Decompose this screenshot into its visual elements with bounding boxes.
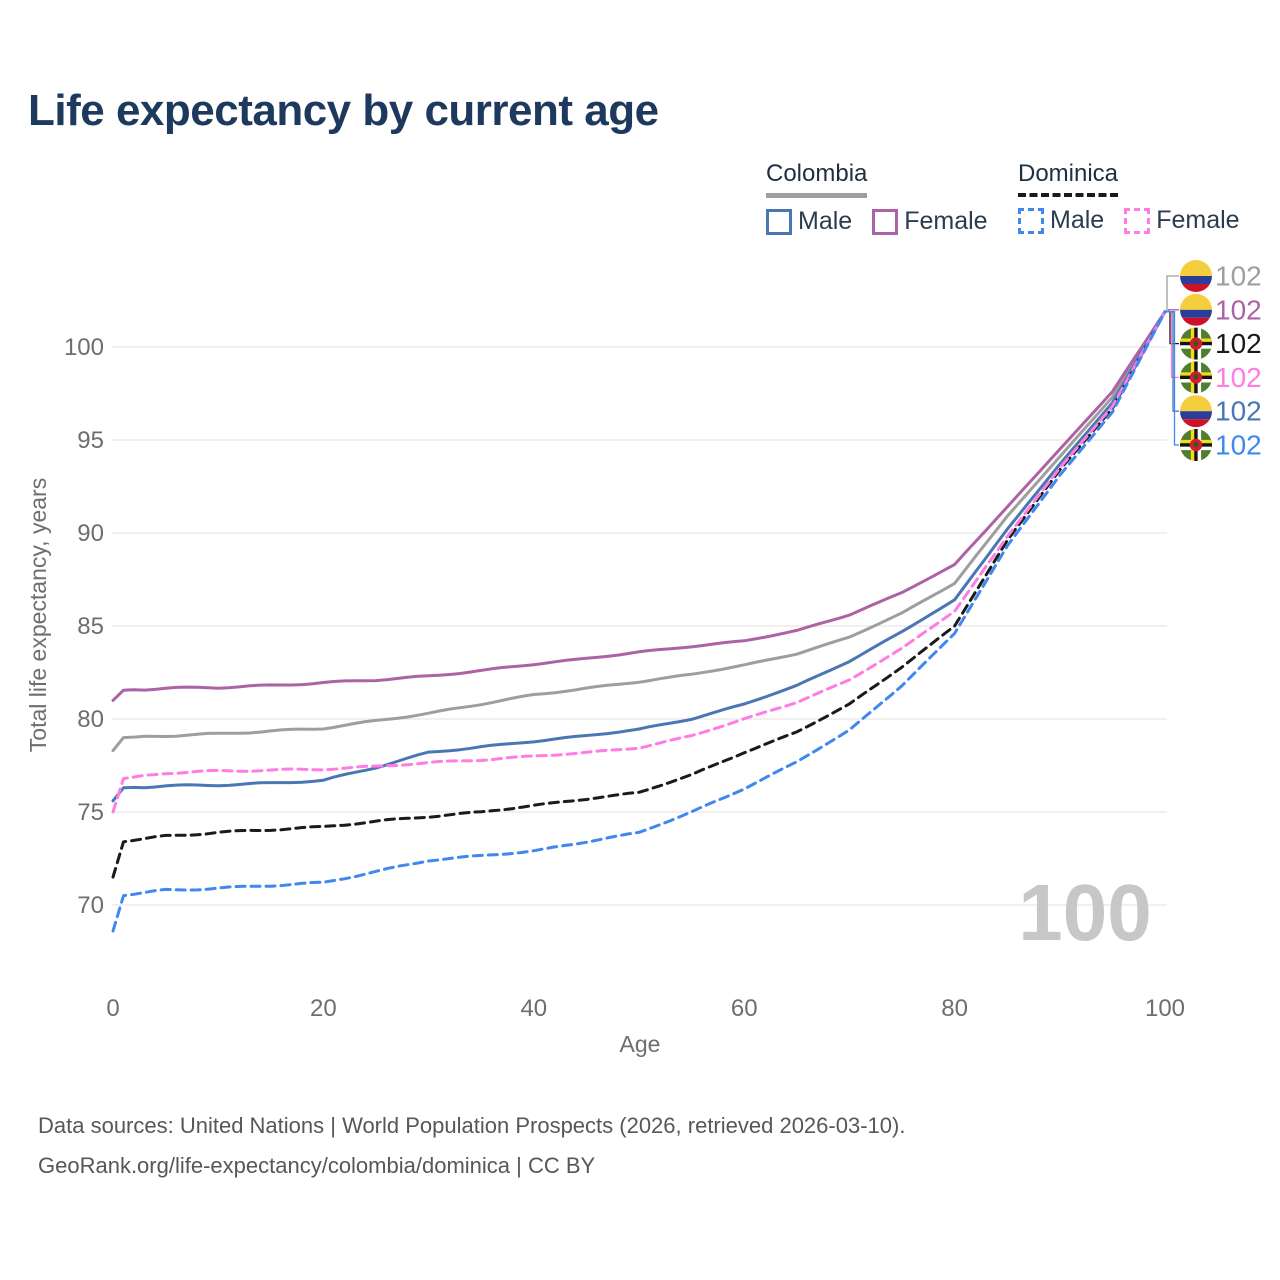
y-tick-85: 85: [77, 613, 104, 640]
series-line-dominica-female: [111, 310, 1167, 814]
x-tick-20: 20: [310, 995, 337, 1022]
legend-dominica-title[interactable]: Dominica: [1018, 160, 1119, 197]
end-label-connector: [1165, 311, 1179, 446]
x-tick-labels: 0 20 40 60 80 100: [106, 995, 1185, 1022]
colombia-flag-icon: [1180, 260, 1212, 292]
end-label-connector: [1165, 275, 1179, 313]
y-tick-100: 100: [64, 334, 104, 361]
end-label-row-colombia: 102: [1180, 260, 1262, 292]
legend-label-dominica-male: Male: [1050, 206, 1105, 234]
legend-label-dominica-female: Female: [1156, 206, 1240, 234]
dominica-flag-icon: [1180, 327, 1212, 360]
y-tick-75: 75: [77, 799, 104, 826]
x-tick-80: 80: [941, 995, 968, 1022]
colombia-male-swatch-icon: [766, 208, 792, 235]
legend-label-colombia-male: Male: [798, 207, 853, 235]
legend-group-colombia: Colombia Male Female: [766, 160, 1008, 236]
legend-colombia-title[interactable]: Colombia: [766, 160, 868, 198]
legend-colombia-row: Male Female: [766, 207, 1008, 236]
y-tick-labels: 70 75 80 85 90 95 100: [64, 334, 104, 919]
series-line-dominica: [111, 310, 1167, 879]
dominica-flag-icon: [1180, 429, 1212, 461]
end-label-value: 102: [1215, 430, 1262, 461]
colombia-flag-icon: [1180, 293, 1212, 326]
y-tick-80: 80: [77, 706, 104, 733]
end-label-row-dominica-female: 102: [1180, 361, 1262, 394]
series-line-dominica-male: [111, 310, 1167, 933]
end-label-row-colombia-male: 102: [1180, 395, 1262, 428]
y-tick-70: 70: [77, 892, 104, 919]
end-label-row-dominica: 102: [1180, 327, 1262, 360]
legend-item-colombia-female[interactable]: Female: [872, 207, 988, 236]
gridlines: [112, 346, 1167, 906]
end-label-connector: [1165, 311, 1179, 379]
end-label-value: 102: [1215, 261, 1262, 292]
watermark-text: 100: [1018, 868, 1151, 957]
end-label-value: 102: [1215, 362, 1262, 393]
series-lines: [111, 310, 1167, 933]
footer: Data sources: United Nations | World Pop…: [38, 1106, 905, 1186]
x-tick-40: 40: [520, 995, 547, 1022]
footer-attribution: GeoRank.org/life-expectancy/colombia/dom…: [38, 1153, 596, 1178]
end-label-value: 102: [1215, 328, 1262, 359]
legend-dominica-row: Male Female: [1018, 206, 1260, 235]
y-axis-title: Total life expectancy, years: [25, 478, 51, 752]
colombia-flag-icon: [1180, 395, 1212, 428]
y-tick-95: 95: [77, 427, 104, 454]
legend-label-colombia-female: Female: [904, 207, 988, 235]
legend-item-dominica-female[interactable]: Female: [1124, 206, 1240, 235]
end-label-connectors: [1165, 275, 1179, 446]
end-label-value: 102: [1215, 294, 1262, 325]
x-tick-60: 60: [731, 995, 758, 1022]
dominica-male-swatch-icon: [1018, 207, 1044, 234]
dominica-female-swatch-icon: [1124, 207, 1151, 234]
legend-item-dominica-male[interactable]: Male: [1018, 206, 1104, 235]
colombia-female-swatch-icon: [872, 208, 899, 235]
footer-data-sources: Data sources: United Nations | World Pop…: [38, 1113, 906, 1138]
x-axis-title: Age: [620, 1031, 661, 1057]
legend-group-dominica: Dominica Male Female: [1018, 160, 1260, 235]
series-line-colombia-male: [111, 310, 1167, 803]
y-tick-90: 90: [77, 520, 104, 547]
end-label-row-dominica-male: 102: [1180, 429, 1262, 461]
end-label-value: 102: [1215, 396, 1262, 427]
legend-item-colombia-male[interactable]: Male: [766, 207, 852, 236]
dominica-flag-icon: [1180, 361, 1212, 394]
x-tick-0: 0: [106, 995, 119, 1022]
series-line-colombia: [111, 310, 1167, 753]
end-label-row-colombia-female: 102: [1180, 293, 1262, 326]
series-line-colombia-female: [111, 310, 1167, 702]
x-tick-100: 100: [1145, 995, 1185, 1022]
page-title: Life expectancy by current age: [28, 86, 659, 135]
